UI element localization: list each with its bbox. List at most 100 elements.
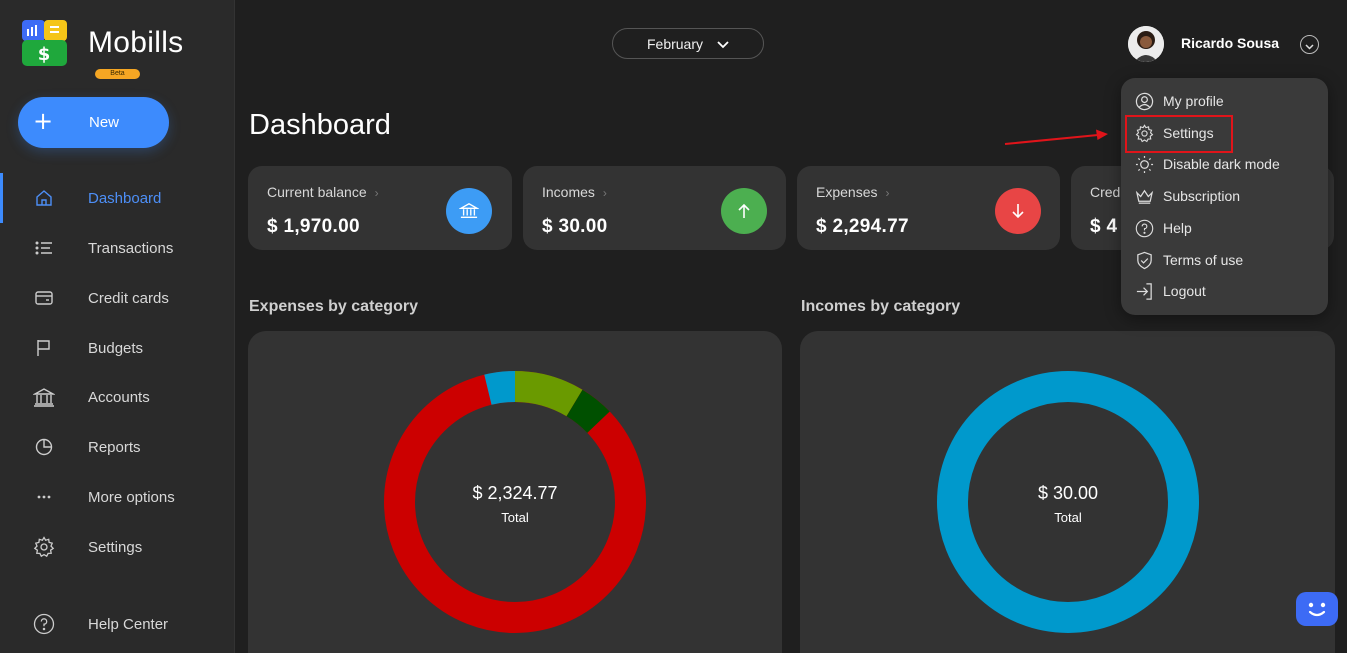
sidebar-item-dashboard[interactable]: Dashboard bbox=[0, 173, 234, 223]
menu-item-label: Logout bbox=[1163, 283, 1206, 299]
gear-icon bbox=[1134, 123, 1154, 143]
incomes-by-category-title: Incomes by category bbox=[801, 298, 961, 315]
credit-card-icon bbox=[33, 287, 55, 309]
menu-item-help[interactable]: Help bbox=[1121, 213, 1328, 243]
sidebar-item-accounts[interactable]: Accounts bbox=[0, 372, 234, 422]
donut-segment-blue bbox=[484, 370, 516, 405]
user-name[interactable]: Ricardo Sousa bbox=[1181, 35, 1280, 51]
sidebar-item-settings[interactable]: Settings bbox=[0, 522, 234, 572]
expenses-total-value: $ 2,324.77 bbox=[472, 483, 558, 503]
avatar[interactable] bbox=[1128, 26, 1164, 62]
menu-item-my-profile[interactable]: My profile bbox=[1121, 86, 1328, 116]
sidebar-item-label: Reports bbox=[88, 438, 141, 456]
donut-segment-green bbox=[514, 371, 583, 417]
expenses-by-category-title: Expenses by category bbox=[249, 298, 418, 315]
expenses-card[interactable]: Expenses › $ 2,294.77 bbox=[797, 166, 1060, 250]
menu-item-label: My profile bbox=[1163, 93, 1224, 109]
month-selector[interactable]: February bbox=[612, 28, 764, 59]
incomes-total-value: $ 30.00 bbox=[1037, 483, 1099, 503]
menu-item-terms-of-use[interactable]: Terms of use bbox=[1121, 245, 1328, 275]
sidebar-item-transactions[interactable]: Transactions bbox=[0, 223, 234, 273]
menu-item-label: Subscription bbox=[1163, 188, 1241, 204]
month-label: February bbox=[646, 35, 704, 52]
chevron-down-icon bbox=[717, 34, 729, 53]
sidebar-item-label: More options bbox=[88, 488, 175, 506]
menu-item-disable-dark-mode[interactable]: Disable dark mode bbox=[1121, 149, 1328, 179]
settings-highlight-annotation bbox=[1125, 115, 1233, 153]
question-circle-icon bbox=[33, 613, 55, 635]
sun-icon bbox=[1134, 154, 1154, 174]
flag-icon bbox=[33, 337, 55, 359]
new-button[interactable]: + New bbox=[18, 97, 169, 148]
sidebar-item-more-options[interactable]: More options bbox=[0, 472, 234, 522]
expenses-chart-panel: $ 2,324.77 Total bbox=[248, 331, 782, 653]
sidebar-item-credit-cards[interactable]: Credit cards bbox=[0, 273, 234, 323]
sidebar-item-label: Credit cards bbox=[88, 289, 169, 307]
gear-icon bbox=[33, 536, 55, 558]
current-balance-card[interactable]: Current balance › $ 1,970.00 bbox=[248, 166, 512, 250]
sidebar-item-budgets[interactable]: Budgets bbox=[0, 323, 234, 373]
chevron-down-icon bbox=[1305, 35, 1314, 54]
menu-item-logout[interactable]: Logout bbox=[1121, 276, 1328, 306]
menu-item-label: Help bbox=[1163, 220, 1192, 236]
bank-icon bbox=[33, 386, 55, 408]
incomes-card[interactable]: Incomes › $ 30.00 bbox=[523, 166, 786, 250]
shield-check-icon bbox=[1134, 250, 1154, 270]
incomes-total-label: Total bbox=[1054, 510, 1082, 525]
arrow-down-icon bbox=[995, 188, 1041, 234]
crown-icon bbox=[1134, 186, 1154, 206]
menu-item-label: Settings bbox=[1163, 125, 1214, 141]
sidebar: $ Mobills Beta + New Dashboard Transacti… bbox=[0, 0, 235, 653]
expenses-total-label: Total bbox=[501, 510, 529, 525]
app-name: Mobills bbox=[88, 26, 184, 59]
chevron-right-icon: › bbox=[602, 186, 607, 200]
sidebar-item-reports[interactable]: Reports bbox=[0, 422, 234, 472]
sidebar-item-label: Help Center bbox=[88, 615, 169, 633]
robot-face-icon bbox=[1308, 602, 1326, 617]
sidebar-item-help-center[interactable]: Help Center bbox=[0, 599, 234, 649]
sidebar-item-label: Transactions bbox=[88, 239, 174, 257]
arrow-up-icon bbox=[721, 188, 767, 234]
plus-icon: + bbox=[32, 107, 54, 135]
chat-support-button[interactable] bbox=[1296, 592, 1338, 626]
list-icon bbox=[33, 237, 55, 259]
donut-segment-dark-green bbox=[566, 389, 610, 434]
card-title: Incomes › bbox=[542, 184, 607, 200]
card-title: Current balance › bbox=[267, 184, 379, 200]
beta-badge: Beta bbox=[95, 69, 140, 79]
mobills-logo[interactable]: $ bbox=[22, 20, 67, 66]
incomes-donut-chart bbox=[937, 371, 1199, 633]
card-title: Expenses › bbox=[816, 184, 890, 200]
question-circle-icon bbox=[1134, 218, 1154, 238]
donut-segment-blue bbox=[937, 371, 1199, 633]
card-title: Cred bbox=[1090, 184, 1121, 200]
card-value: $ 4 bbox=[1090, 216, 1118, 237]
sidebar-item-label: Budgets bbox=[88, 339, 144, 357]
user-dropdown-menu: My profile Settings Disable dark mode Su… bbox=[1121, 78, 1328, 315]
home-icon bbox=[33, 187, 55, 209]
chevron-right-icon: › bbox=[885, 186, 890, 200]
sidebar-item-label: Accounts bbox=[88, 388, 150, 406]
new-button-label: New bbox=[89, 114, 120, 131]
menu-item-settings[interactable]: Settings bbox=[1121, 118, 1328, 148]
sidebar-item-label: Dashboard bbox=[88, 189, 162, 207]
card-value: $ 2,294.77 bbox=[816, 216, 909, 237]
page-title: Dashboard bbox=[249, 109, 391, 141]
menu-item-label: Terms of use bbox=[1163, 252, 1244, 268]
logout-icon bbox=[1134, 281, 1154, 301]
expenses-donut-chart bbox=[384, 370, 646, 633]
more-dots-icon bbox=[33, 486, 55, 508]
red-arrow-annotation bbox=[1004, 129, 1108, 145]
card-value: $ 30.00 bbox=[542, 216, 608, 237]
user-circle-icon bbox=[1134, 91, 1154, 111]
user-menu-toggle[interactable] bbox=[1300, 35, 1319, 54]
pie-chart-icon bbox=[33, 436, 55, 458]
chevron-right-icon: › bbox=[374, 186, 379, 200]
incomes-chart-panel: $ 30.00 Total bbox=[800, 331, 1335, 653]
card-value: $ 1,970.00 bbox=[267, 216, 360, 237]
menu-item-subscription[interactable]: Subscription bbox=[1121, 181, 1328, 211]
menu-item-label: Disable dark mode bbox=[1163, 156, 1280, 172]
sidebar-item-label: Settings bbox=[88, 538, 143, 556]
svg-text:$: $ bbox=[38, 44, 51, 65]
bank-icon bbox=[446, 188, 492, 234]
